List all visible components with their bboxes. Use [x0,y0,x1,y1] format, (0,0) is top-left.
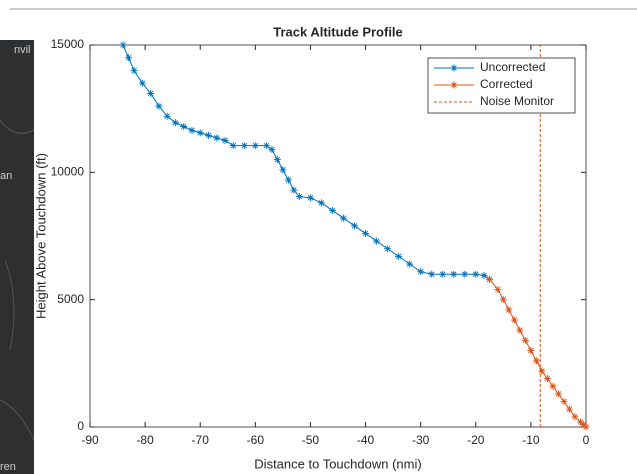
data-marker [188,127,195,134]
data-marker [505,306,512,313]
x-axis-label: Distance to Touchdown (nmi) [254,456,421,471]
data-marker [340,215,347,222]
x-tick-label: -30 [412,433,430,447]
data-marker [213,134,220,141]
x-tick-label: -10 [522,433,540,447]
y-tick-label: 0 [77,419,84,433]
data-marker [155,103,162,110]
legend-label: Corrected [480,77,533,91]
data-marker [197,129,204,136]
map-label: ren [0,461,16,473]
legend: Uncorrected Corrected Noise Monitor [428,58,575,113]
data-marker [222,137,229,144]
x-tick-label: -80 [136,433,154,447]
legend-label: Noise Monitor [480,94,554,108]
page: {"map_labels": ["nvil", "an", "ren"], "c… [0,0,637,474]
data-marker [230,142,237,149]
x-tick-label: -20 [467,433,485,447]
legend-marker [451,65,458,72]
map-label: nvil [14,44,31,56]
legend-label: Uncorrected [480,60,545,74]
y-tick-label: 5000 [57,292,84,306]
data-marker [329,207,336,214]
data-marker [125,54,132,61]
x-tick-label: -40 [357,433,375,447]
data-marker [120,42,127,49]
screenshot: nvil an ren Track Altitude Profile Dista… [0,0,637,474]
data-marker [131,67,138,74]
data-marker [274,156,281,163]
data-marker [583,424,590,431]
data-marker [205,132,212,139]
y-axis-label: Height Above Touchdown (ft) [33,153,48,319]
data-marker [395,253,402,260]
chart-title: Track Altitude Profile [273,24,403,39]
legend-marker [451,82,458,89]
data-marker [172,119,179,126]
data-marker [164,113,171,120]
x-tick-label: -70 [192,433,210,447]
data-marker [180,123,187,130]
map-panel: nvil an ren [0,40,34,474]
map-background [0,40,34,474]
data-marker [268,146,275,153]
x-tick-label: -50 [302,433,320,447]
x-tick-label: -60 [247,433,265,447]
x-tick-label: -90 [81,433,99,447]
data-marker [241,142,248,149]
y-tick-label: 15000 [51,37,85,51]
data-marker [139,80,146,87]
map-label: an [0,170,12,182]
y-tick-label: 10000 [51,165,85,179]
data-marker [147,90,154,97]
x-tick-label: 0 [583,433,590,447]
